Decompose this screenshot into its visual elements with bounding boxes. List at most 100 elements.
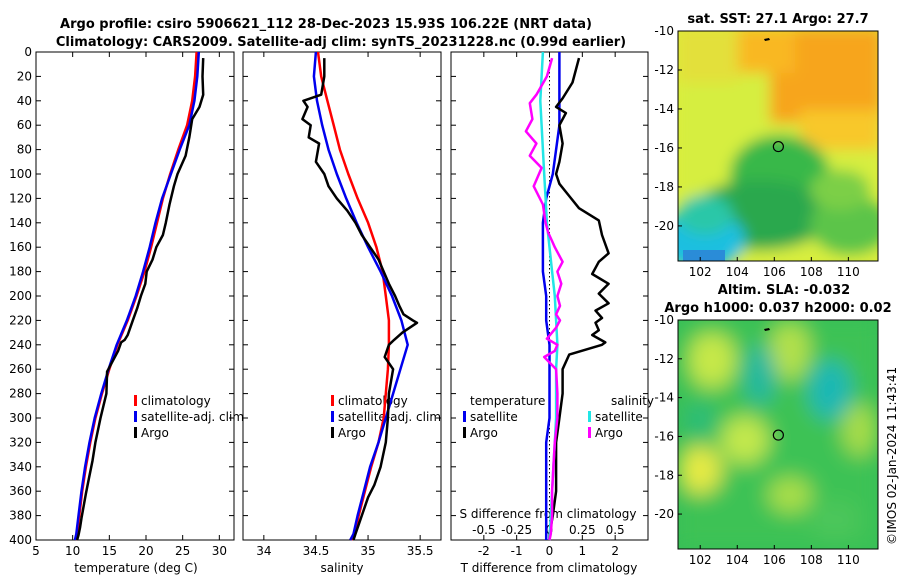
y-tick-label: 280 [9, 387, 32, 401]
legend-t-satellite-label: satellite [470, 410, 518, 424]
y-tick-label: 40 [17, 94, 32, 108]
map-y-tick-label: -12 [654, 352, 674, 366]
series-salinity-argo [524, 57, 564, 541]
sla-map-panel: Altim. SLA: -0.032 Argo h1000: 0.037 h20… [654, 283, 891, 567]
sla-map-title: Altim. SLA: -0.032 [718, 283, 850, 298]
map-y-tick-label: -20 [654, 507, 674, 521]
x-tick-label: 5 [32, 544, 40, 558]
series-argo [301, 58, 419, 541]
x-tick-label: 20 [138, 544, 153, 558]
series-climatology [316, 51, 391, 541]
legend-satellite-swatch [134, 411, 137, 422]
map-y-tick-label: -18 [654, 180, 674, 194]
map-x-tick-label: 110 [837, 553, 860, 567]
series-argo [75, 58, 205, 541]
map-x-tick-label: 104 [726, 265, 749, 279]
series-temperature-satellite [541, 52, 561, 540]
legend-s-satellite-label: satellite [595, 410, 643, 424]
map-x-tick-label: 102 [689, 265, 712, 279]
series-temperature-argo [548, 57, 610, 540]
legend-argo-swatch [331, 427, 334, 438]
y-tick-label: 180 [9, 265, 32, 279]
map-y-tick-label: -16 [654, 429, 674, 443]
legend-climatology-swatch [331, 395, 334, 406]
legend-satellite-label: satellite-adj. clim [141, 410, 244, 424]
legend-satellite-swatch [331, 411, 334, 422]
map-y-tick-label: -14 [654, 102, 674, 116]
x-tick-label: 15 [102, 544, 117, 558]
y-tick-label: 240 [9, 338, 32, 352]
map-y-tick-label: -16 [654, 141, 674, 155]
legend-argo-label: Argo [338, 426, 366, 440]
y-tick-label: 80 [17, 143, 32, 157]
sla-map-subtitle: Argo h1000: 0.037 h2000: 0.02 [664, 301, 891, 316]
map-y-tick-label: -10 [654, 313, 674, 327]
sla-field [678, 320, 878, 549]
legend-satellite-label: satellite-adj. clim [338, 410, 441, 424]
y-tick-label: 260 [9, 362, 32, 376]
y-tick-label: 380 [9, 509, 32, 523]
legend-s-argo-label: Argo [595, 426, 623, 440]
s-tick-label: -0.25 [501, 523, 532, 537]
x-tick-label: 35 [360, 544, 375, 558]
x-tick-label: 2 [611, 544, 619, 558]
map-x-tick-label: 102 [689, 553, 712, 567]
map-y-tick-label: -10 [654, 24, 674, 38]
salinity-profile-panel: salinity climatology satellite-adj. clim… [242, 51, 442, 575]
legend-argo-swatch [134, 427, 137, 438]
y-tick-label: 220 [9, 313, 32, 327]
y-tick-label: 120 [9, 191, 32, 205]
s-tick-label: 0.5 [606, 523, 625, 537]
series-salinity-satellite [539, 51, 559, 541]
x-tick-label: 0 [546, 544, 554, 558]
legend-s-argo-swatch [588, 427, 591, 438]
x-tick-label: 30 [212, 544, 227, 558]
temperature-legend: climatology satellite-adj. clim Argo [134, 394, 244, 440]
y-tick-label: 200 [9, 289, 32, 303]
y-tick-label: 60 [17, 118, 32, 132]
legend-s-satellite-swatch [588, 411, 591, 422]
x-tick-label: 1 [579, 544, 587, 558]
map-x-tick-label: 108 [800, 553, 823, 567]
x-tick-label: -2 [478, 544, 490, 558]
sst-map-title: sat. SST: 27.1 Argo: 27.7 [687, 12, 868, 27]
profile-location-marker [772, 429, 784, 441]
sst-field [678, 31, 878, 261]
coastline-islet [764, 328, 770, 331]
legend-t-argo-label: Argo [470, 426, 498, 440]
legend-t-satellite-swatch [463, 411, 466, 422]
map-x-tick-label: 106 [763, 553, 786, 567]
y-tick-label: 320 [9, 435, 32, 449]
imos-credit: ©IMOS 02-Jan-2024 11:43:41 [885, 367, 899, 545]
legend-climatology-swatch [134, 395, 137, 406]
temperature-profile-panel: temperature (deg C) climatology satellit… [9, 45, 244, 575]
temperature-xlabel: temperature (deg C) [74, 561, 197, 575]
y-tick-label: 140 [9, 216, 32, 230]
y-tick-label: 100 [9, 167, 32, 181]
y-tick-label: 400 [9, 533, 32, 547]
legend-salinity-header: salinity [611, 394, 654, 408]
profile-location-marker [772, 140, 784, 153]
x-tick-label: 34 [256, 544, 271, 558]
x-tick-label: 10 [65, 544, 80, 558]
x-tick-label: 35.5 [407, 544, 434, 558]
x-tick-label: 34.5 [303, 544, 330, 558]
y-tick-label: 160 [9, 240, 32, 254]
legend-climatology-label: climatology [141, 394, 211, 408]
coastline-islet [764, 38, 770, 41]
map-x-tick-label: 106 [763, 265, 786, 279]
map-y-tick-label: -20 [654, 219, 674, 233]
s-tick-label: -0.5 [472, 523, 495, 537]
t-difference-xlabel: T difference from climatology [460, 561, 638, 575]
map-x-tick-label: 108 [800, 265, 823, 279]
y-tick-label: 340 [9, 460, 32, 474]
figure-title-line1: Argo profile: csiro 5906621_112 28-Dec-2… [60, 17, 592, 32]
figure-title-line2: Climatology: CARS2009. Satellite-adj cli… [56, 35, 626, 50]
difference-profile-panel: T difference from climatology S differen… [450, 51, 654, 575]
salinity-xlabel: salinity [320, 561, 363, 575]
series-satellite-adj-clim [73, 51, 201, 541]
legend-argo-label: Argo [141, 426, 169, 440]
y-tick-label: 20 [17, 69, 32, 83]
map-y-tick-label: -14 [654, 391, 674, 405]
